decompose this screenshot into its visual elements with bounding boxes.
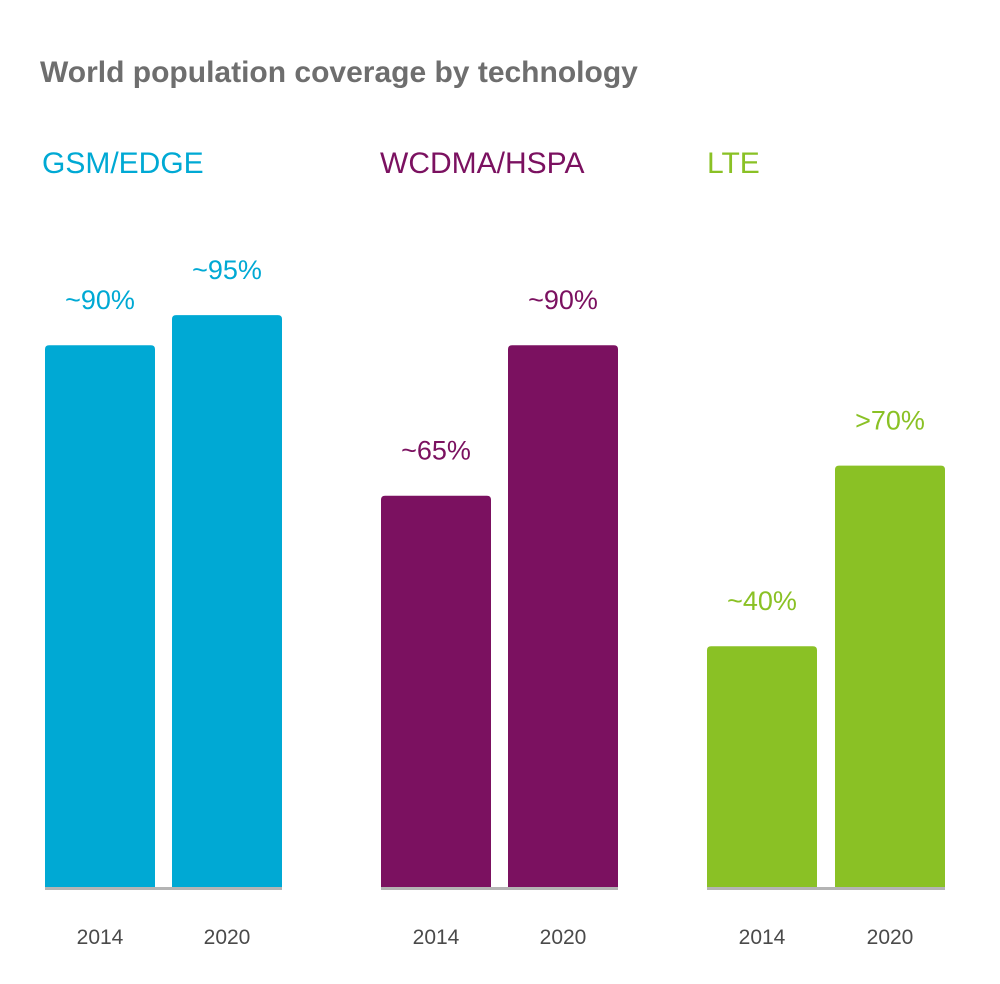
year-label: 2020 bbox=[540, 926, 587, 949]
bar-group: LTE ~40% 2014 >70% 2020 bbox=[707, 147, 945, 949]
group-label: WCDMA/HSPA bbox=[380, 147, 584, 180]
bar bbox=[508, 345, 618, 887]
year-label: 2020 bbox=[204, 926, 251, 949]
baseline bbox=[381, 887, 618, 890]
year-label: 2014 bbox=[77, 926, 124, 949]
chart-title: World population coverage by technology bbox=[40, 56, 638, 89]
bar-groups: GSM/EDGE ~90% 2014 ~95% 2020 WCDMA/HSPA ~65% 20… bbox=[42, 147, 945, 949]
bar-group: WCDMA/HSPA ~65% 2014 ~90% 2020 bbox=[380, 147, 618, 949]
year-label: 2014 bbox=[739, 926, 786, 949]
bar bbox=[707, 646, 817, 887]
value-label: ~65% bbox=[401, 436, 471, 466]
group-label: LTE bbox=[707, 147, 760, 180]
value-label: ~40% bbox=[727, 586, 797, 616]
value-label: ~90% bbox=[65, 285, 135, 315]
year-label: 2014 bbox=[413, 926, 460, 949]
baseline bbox=[45, 887, 282, 890]
bar bbox=[835, 465, 945, 887]
bar-group: GSM/EDGE ~90% 2014 ~95% 2020 bbox=[42, 147, 282, 949]
value-label: >70% bbox=[855, 406, 925, 436]
group-label: GSM/EDGE bbox=[42, 147, 204, 180]
bar bbox=[45, 345, 155, 887]
bar bbox=[381, 495, 491, 887]
value-label: ~90% bbox=[528, 285, 598, 315]
value-label: ~95% bbox=[192, 255, 262, 285]
bar bbox=[172, 315, 282, 888]
baseline bbox=[707, 887, 945, 890]
year-label: 2020 bbox=[867, 926, 914, 949]
